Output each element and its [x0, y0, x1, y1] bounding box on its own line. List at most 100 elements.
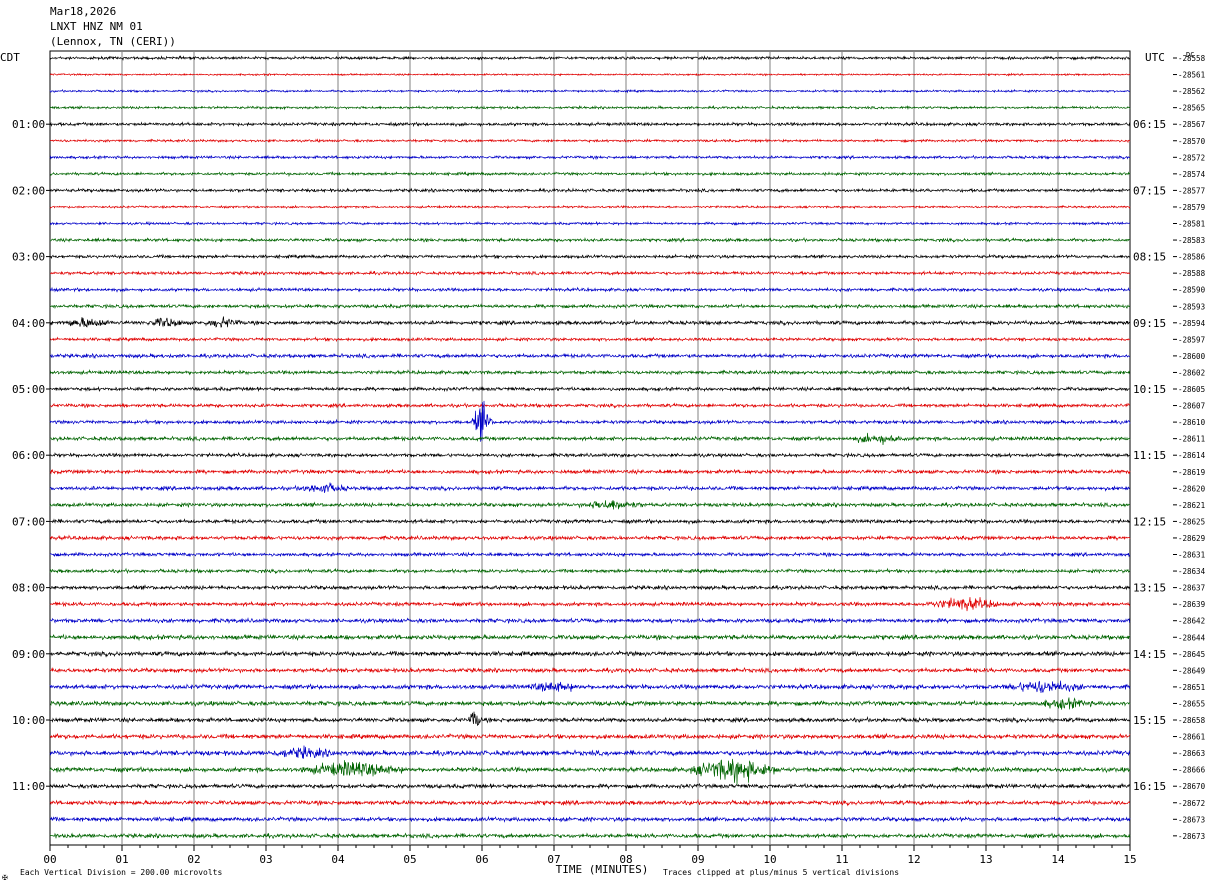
- station-location: (Lennox, TN (CERI)): [50, 35, 176, 48]
- x-tick-label: 15: [1123, 853, 1136, 866]
- seismic-trace: [49, 336, 1131, 343]
- dc-offset-label: -28666: [1178, 766, 1206, 775]
- seismic-trace: [49, 253, 1131, 260]
- dc-offset-label: -28619: [1178, 468, 1205, 477]
- dc-offset-label: -28637: [1178, 584, 1205, 593]
- dc-offset-label: -28610: [1178, 418, 1206, 427]
- x-tick-label: 04: [331, 853, 345, 866]
- seismic-trace: [50, 170, 1131, 178]
- cdt-hour-label: 01:00: [12, 118, 45, 131]
- seismic-trace: [49, 468, 1131, 476]
- dc-offset-label: -28672: [1178, 799, 1205, 808]
- dc-label: DC: [1186, 51, 1194, 59]
- x-tick-label: 14: [1051, 853, 1065, 866]
- seismic-trace: [49, 798, 1131, 807]
- dc-offset-label: -28588: [1178, 269, 1206, 278]
- dc-offset-label: -28602: [1178, 368, 1205, 377]
- dc-offset-label: -28670: [1178, 782, 1206, 791]
- seismic-trace: [49, 138, 1131, 144]
- utc-hour-label: 15:15: [1133, 714, 1166, 727]
- dc-offset-label: -28631: [1178, 551, 1205, 560]
- seismic-trace: [49, 499, 1130, 510]
- utc-hour-label: 13:15: [1133, 582, 1166, 595]
- dc-offset-label: -28572: [1178, 153, 1205, 162]
- utc-hour-label: 08:15: [1133, 251, 1166, 264]
- dc-offset-label: -28567: [1178, 120, 1205, 129]
- dc-offset-label: -28561: [1178, 71, 1205, 80]
- seismic-trace: [50, 697, 1131, 710]
- dc-offset-label: -28661: [1178, 733, 1205, 742]
- cdt-hour-label: 11:00: [12, 780, 45, 793]
- seismic-trace: [49, 303, 1131, 310]
- x-tick-label: 06: [475, 853, 488, 866]
- seismic-trace: [49, 534, 1131, 542]
- cdt-timezone-label: CDT: [0, 51, 20, 64]
- cdt-hour-label: 03:00: [12, 251, 45, 264]
- cdt-hour-label: 06:00: [12, 449, 45, 462]
- seismic-trace: [50, 121, 1131, 128]
- seismic-trace: [49, 745, 1131, 759]
- plot-date: Mar18,2026: [50, 5, 117, 18]
- dc-offset-label: -28581: [1178, 220, 1205, 229]
- cdt-hour-label: 05:00: [12, 383, 45, 396]
- dc-offset-label: -28634: [1178, 567, 1206, 576]
- seismic-trace: [49, 711, 1130, 726]
- dc-offset-label: -28629: [1178, 534, 1205, 543]
- dc-offset-label: -28577: [1178, 186, 1205, 195]
- seismic-trace: [49, 385, 1131, 393]
- x-tick-label: 12: [907, 853, 920, 866]
- seismic-trace: [49, 815, 1131, 823]
- dc-offset-label: -28586: [1178, 253, 1206, 262]
- dc-offset-label: -28607: [1178, 402, 1205, 411]
- seismic-trace: [49, 597, 1131, 612]
- utc-hour-label: 07:15: [1133, 184, 1166, 197]
- dc-offset-label: -28558: [1178, 54, 1206, 63]
- dc-offset-label: -28611: [1178, 435, 1205, 444]
- seismic-trace: [49, 782, 1131, 790]
- seismic-trace: [50, 517, 1131, 525]
- dc-offset-label: -28625: [1178, 517, 1205, 526]
- seismic-trace: [49, 551, 1131, 558]
- station-code: LNXT HNZ NM 01: [50, 20, 143, 33]
- seismic-trace: [49, 316, 1131, 328]
- utc-hour-label: 14:15: [1133, 648, 1166, 661]
- seismic-trace: [49, 617, 1131, 625]
- cdt-hour-label: 09:00: [12, 648, 45, 661]
- dc-offset-label: -28645: [1178, 650, 1205, 659]
- dc-offset-label: -28570: [1178, 137, 1206, 146]
- seismic-trace: [49, 88, 1131, 94]
- x-tick-label: 13: [979, 853, 992, 866]
- seismic-trace: [49, 633, 1131, 642]
- dc-offset-label: -28590: [1178, 286, 1206, 295]
- plot-frame: [49, 50, 1131, 846]
- seismic-trace: [49, 432, 1131, 446]
- dc-offset-label: -28620: [1178, 484, 1206, 493]
- dc-offset-label: -28574: [1178, 170, 1206, 179]
- seismic-trace: [49, 758, 1131, 786]
- x-tick-label: 05: [403, 853, 416, 866]
- scale-note: Each Vertical Division = 200.00 microvol…: [20, 868, 222, 877]
- dc-offset-label: -28579: [1178, 203, 1205, 212]
- dc-offset-label: -28651: [1178, 683, 1205, 692]
- utc-hour-label: 16:15: [1133, 780, 1166, 793]
- x-tick-label: 02: [187, 853, 200, 866]
- seismic-trace: [49, 482, 1131, 493]
- dc-offset-label: -28593: [1178, 302, 1205, 311]
- utc-hour-label: 09:15: [1133, 317, 1166, 330]
- x-axis-title: TIME (MINUTES): [556, 863, 649, 876]
- seismic-trace: [49, 666, 1131, 674]
- seismic-trace: [49, 400, 1131, 442]
- seismic-trace: [49, 567, 1131, 575]
- seismic-trace: [49, 352, 1130, 360]
- x-tick-label: 08: [619, 853, 632, 866]
- dc-offset-label: -28663: [1178, 749, 1205, 758]
- x-tick-label: 09: [691, 853, 704, 866]
- seismic-trace: [49, 680, 1131, 694]
- dc-offset-label: -28614: [1178, 451, 1206, 460]
- seismic-trace: [49, 732, 1131, 741]
- dc-offset-label: -28605: [1178, 385, 1205, 394]
- dc-offset-label: -28600: [1178, 352, 1206, 361]
- corner-mark: ✠: [2, 874, 8, 882]
- utc-timezone-label: UTC: [1145, 51, 1165, 64]
